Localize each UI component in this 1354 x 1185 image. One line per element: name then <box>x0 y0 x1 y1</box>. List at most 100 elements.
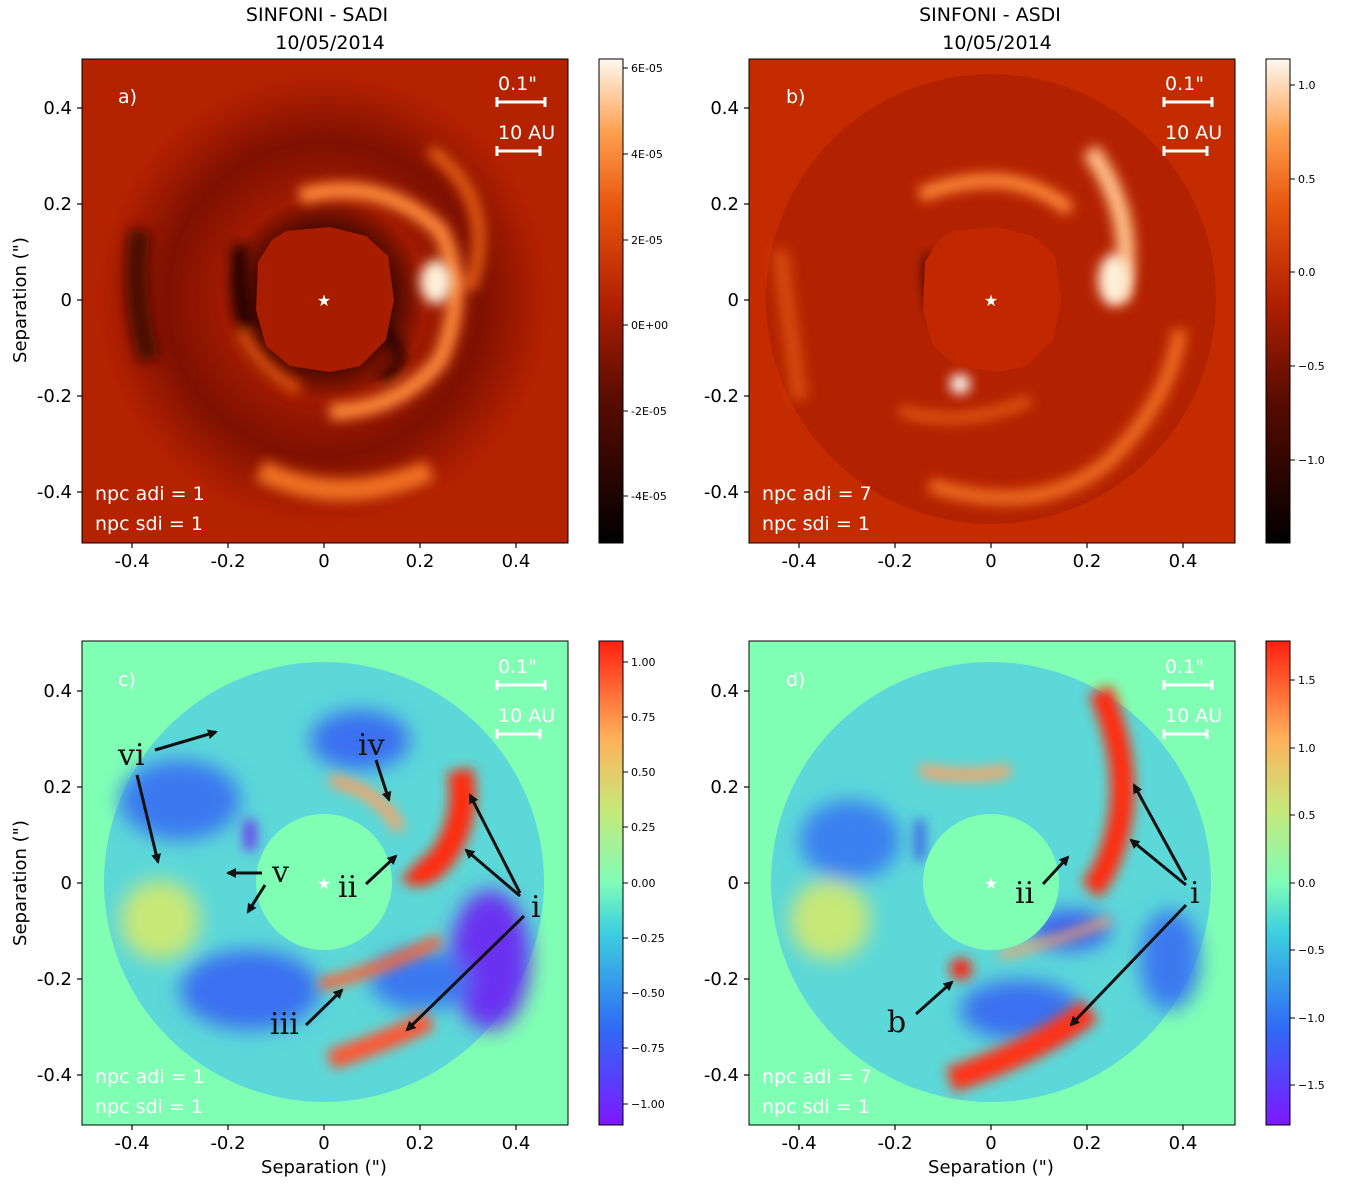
panel-b-star: ★ <box>984 291 998 310</box>
axis-c-y-tick-4: -0.2 <box>37 969 72 990</box>
axis-b-y-tick-4: -0.2 <box>704 386 739 407</box>
panel-c-scalebar-1 <box>495 680 547 690</box>
panel-d-annotations <box>915 783 1188 1027</box>
panel-b-companion <box>950 374 970 394</box>
colorbar-b <box>1265 58 1291 544</box>
axis-ticks-a <box>77 107 517 548</box>
panel-c-annotation-iv: iv <box>358 728 385 763</box>
colorbar-a-ticks <box>623 67 628 497</box>
colorbar-c-tick-3: 0.50 <box>631 766 656 779</box>
axis-ticks-b <box>744 107 1184 548</box>
colorbar-a-tick-1: 6E-05 <box>631 62 663 75</box>
colorbar-a-tick-5: -2E-05 <box>631 405 667 418</box>
panel-b-scalebar-1-label: 0.1" <box>1165 73 1204 95</box>
colorbar-d-tick-1: 1.5 <box>1298 674 1316 687</box>
colorbar-c-tick-6: −0.25 <box>631 932 665 945</box>
panel-c-label: c) <box>118 669 136 691</box>
colorbar-a <box>598 58 624 544</box>
colorbar-c-tick-7: −0.50 <box>631 987 665 1000</box>
title-right-line1: SINFONI - ASDI <box>919 4 1061 26</box>
title-left-line1: SINFONI - SADI <box>246 4 388 26</box>
panel-d-npc-sdi: npc sdi = 1 <box>762 1096 870 1118</box>
colorbar-b-ticks <box>1290 84 1295 461</box>
axis-d-y-tick-3: 0 <box>728 873 739 894</box>
axis-d-x-tick-4: 0.2 <box>1073 1133 1102 1154</box>
panel-d-companion <box>950 958 972 980</box>
colorbar-d-tick-5: −0.5 <box>1298 944 1325 957</box>
panel-b-npc-adi: npc adi = 7 <box>762 483 872 505</box>
panel-a-npc-sdi: npc sdi = 1 <box>95 513 203 535</box>
panel-c-npc-adi: npc adi = 1 <box>95 1066 205 1088</box>
axis-c-x-tick-4: 0.2 <box>406 1133 435 1154</box>
panel-c-scalebar-2 <box>495 729 542 739</box>
colorbar-c-tick-1: 1.00 <box>631 656 656 669</box>
axis-a-x-tick-3: 0 <box>318 551 329 572</box>
panel-b: ★ b) 0.1" 10 AU npc adi = 7 npc sdi = 1 <box>749 59 1235 543</box>
panel-b-npc-sdi: npc sdi = 1 <box>762 513 870 535</box>
axis-ticks-d <box>744 690 1184 1130</box>
panel-d-npc-adi: npc adi = 7 <box>762 1066 872 1088</box>
panel-a-bright-spot <box>420 260 452 304</box>
axis-b-y-tick-5: -0.4 <box>704 482 739 503</box>
axis-ticks-c <box>77 690 517 1130</box>
axis-a-x-tick-1: -0.4 <box>114 551 149 572</box>
axis-a-y-tick-5: -0.4 <box>37 482 72 503</box>
axis-c-y-tick-1: 0.4 <box>43 681 72 702</box>
colorbar-d-tick-2: 1.0 <box>1298 742 1316 755</box>
panel-a-scalebar-1-label: 0.1" <box>498 73 537 95</box>
panel-d-annotation-i: i <box>1190 876 1200 911</box>
panel-d-label: d) <box>786 669 805 691</box>
panel-a: ★ a) 0.1" 10 AU npc adi = 1 npc sdi = 1 <box>82 59 568 543</box>
colorbar-d-ticks <box>1290 679 1295 1086</box>
panel-b-label: b) <box>786 86 805 108</box>
axis-d-y-tick-2: 0.2 <box>710 777 739 798</box>
colorbar-a-tick-6: -4E-05 <box>631 490 667 503</box>
panel-c-star: ★ <box>317 874 331 893</box>
panel-a-scalebar-2-label: 10 AU <box>498 122 555 144</box>
panel-b-scalebar-2 <box>1162 146 1209 156</box>
axis-b-y-tick-1: 0.4 <box>710 98 739 119</box>
axis-a-y-tick-1: 0.4 <box>43 98 72 119</box>
panel-d-star: ★ <box>984 874 998 893</box>
colorbar-c-tick-2: 0.75 <box>631 711 656 724</box>
axis-a-y-label: Separation (") <box>10 237 31 363</box>
axis-b-x-tick-3: 0 <box>985 551 996 572</box>
panel-a-frame <box>81 58 569 544</box>
axis-d-y-tick-4: -0.2 <box>704 969 739 990</box>
colorbar-c-ticks <box>623 661 628 1105</box>
panel-c-annotation-vi: vi <box>117 738 145 773</box>
panel-b-scalebar-1 <box>1162 97 1214 107</box>
panel-c-scalebar-1-label: 0.1" <box>498 656 537 678</box>
colorbar-a-tick-4: 0E+00 <box>631 319 668 332</box>
colorbar-b-tick-5: −1.0 <box>1298 454 1325 467</box>
colorbar-b-tick-2: 0.5 <box>1298 173 1316 186</box>
axis-c-x-tick-3: 0 <box>318 1133 329 1154</box>
axis-b-y-tick-2: 0.2 <box>710 194 739 215</box>
panel-a-npc-adi: npc adi = 1 <box>95 483 205 505</box>
colorbar-a-tick-2: 4E-05 <box>631 148 663 161</box>
colorbar-c-tick-5: 0.00 <box>631 877 656 890</box>
panel-c-mask <box>256 814 392 950</box>
axis-a-x-tick-2: -0.2 <box>210 551 245 572</box>
colorbar-b-tick-4: −0.5 <box>1298 360 1325 373</box>
axis-a-y-tick-2: 0.2 <box>43 194 72 215</box>
colorbar-d-tick-7: −1.5 <box>1298 1079 1325 1092</box>
axis-d-x-tick-3: 0 <box>985 1133 996 1154</box>
panel-a-label: a) <box>118 86 137 108</box>
axis-b-x-tick-5: 0.4 <box>1169 551 1198 572</box>
panel-b-bright-spot <box>1098 254 1130 306</box>
axis-b-x-tick-2: -0.2 <box>877 551 912 572</box>
panel-b-mask <box>923 227 1061 372</box>
panel-c-scalebar-2-label: 10 AU <box>498 705 555 727</box>
panel-a-star: ★ <box>317 291 331 310</box>
colorbar-d <box>1265 640 1291 1126</box>
axis-c-x-tick-1: -0.4 <box>114 1133 149 1154</box>
panel-c-annotation-ii: ii <box>338 870 357 905</box>
axis-d-y-tick-1: 0.4 <box>710 681 739 702</box>
axis-b-x-tick-1: -0.4 <box>781 551 816 572</box>
colorbar-d-tick-4: 0.0 <box>1298 877 1316 890</box>
axis-d-y-tick-5: -0.4 <box>704 1065 739 1086</box>
colorbar-b-tick-1: 1.0 <box>1298 79 1316 92</box>
axis-a-y-tick-4: -0.2 <box>37 386 72 407</box>
